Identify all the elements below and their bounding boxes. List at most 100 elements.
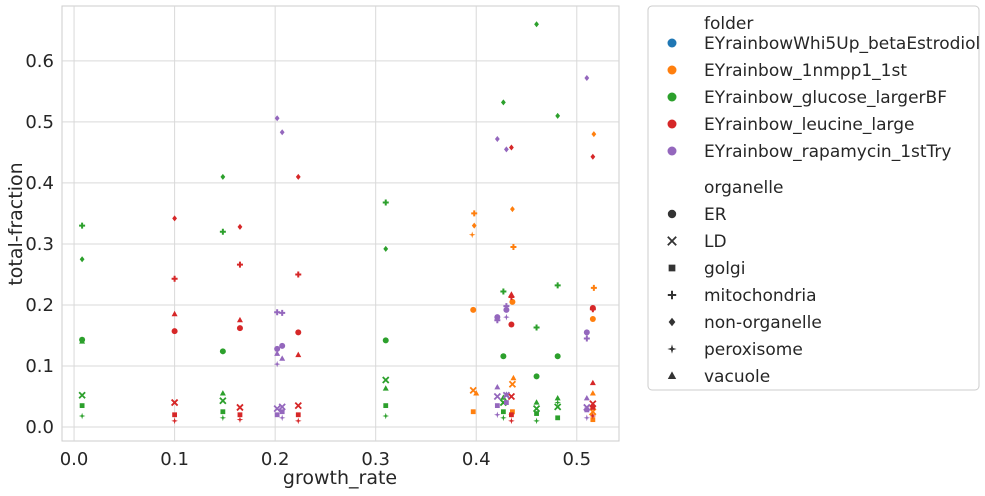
data-point-golgi — [510, 409, 515, 415]
data-point-vacuole — [589, 379, 596, 386]
data-point-peroxisome — [236, 416, 244, 423]
data-point-ER — [171, 328, 178, 335]
data-point-non-organelle — [591, 131, 597, 138]
data-point-peroxisome — [533, 417, 540, 425]
data-point-ER — [219, 348, 226, 355]
data-point-non-organelle — [500, 99, 506, 106]
data-point-vacuole — [494, 384, 501, 390]
y-tick-label: 0.0 — [25, 417, 54, 438]
y-tick-labels: 0.0 0.1 0.2 0.3 0.4 0.5 0.6 — [25, 51, 54, 438]
data-point-mitochondria — [79, 222, 86, 229]
legend-organelle-label: ER — [704, 205, 727, 225]
data-point-golgi — [237, 412, 243, 418]
data-point-mitochondria — [590, 284, 597, 291]
data-point-peroxisome — [278, 414, 286, 422]
data-point-vacuole — [583, 394, 590, 401]
data-point-ER — [509, 298, 516, 305]
data-point-vacuole — [274, 350, 281, 356]
x-tick-label: 0.3 — [361, 449, 390, 470]
data-point-mitochondria — [589, 306, 596, 313]
y-axis-label: total-fraction — [5, 162, 27, 285]
data-point-LD — [554, 403, 562, 411]
data-point-golgi — [383, 403, 389, 409]
legend: folder EYrainbowWhi5Up_betaEstrodiolEYra… — [647, 5, 980, 391]
data-point-ER — [533, 373, 540, 380]
legend-title-organelle: organelle — [704, 178, 783, 198]
legend-organelle-marker — [668, 317, 676, 327]
legend-organelle-marker — [667, 290, 677, 300]
data-point-non-organelle — [279, 129, 285, 136]
data-point-golgi — [494, 403, 500, 409]
legend-organelle-marker — [667, 371, 677, 379]
legend-frame — [647, 5, 980, 391]
data-point-ER — [382, 337, 389, 344]
data-point-mitochondria — [500, 288, 507, 295]
legend-title-folder: folder — [704, 14, 753, 34]
legend-organelle-marker — [667, 344, 677, 354]
legend-organelle-label: peroxisome — [704, 340, 803, 360]
data-point-ER — [589, 315, 596, 322]
data-point-non-organelle — [471, 222, 477, 229]
legend-folder-swatch — [667, 119, 677, 129]
x-tick-label: 0.4 — [462, 449, 491, 470]
data-point-peroxisome — [78, 412, 86, 420]
y-tick-label: 0.6 — [25, 51, 54, 72]
data-point-mitochondria — [471, 210, 478, 217]
data-point-non-organelle — [503, 146, 509, 153]
data-point-LD — [273, 405, 281, 413]
data-point-golgi — [584, 407, 590, 413]
legend-folder-swatch — [667, 146, 677, 156]
y-tick-label: 0.3 — [25, 234, 54, 255]
data-point-vacuole — [219, 390, 226, 396]
data-point-golgi — [590, 405, 596, 410]
data-point-ER — [583, 329, 590, 336]
data-point-vacuole — [503, 391, 510, 397]
y-tick-label: 0.2 — [25, 295, 54, 316]
data-point-non-organelle — [237, 223, 243, 230]
data-point-peroxisome — [468, 231, 476, 239]
y-tick-label: 0.5 — [25, 112, 54, 133]
x-tick-label: 0.0 — [60, 449, 89, 470]
legend-organelle-label: non-organelle — [704, 313, 822, 333]
data-point-ER — [295, 329, 302, 336]
data-point-non-organelle — [172, 215, 178, 222]
data-point-golgi — [172, 412, 178, 418]
data-point-vacuole — [279, 355, 286, 361]
data-point-non-organelle — [220, 173, 226, 180]
data-point-ER — [470, 306, 477, 313]
data-point-mitochondria — [382, 199, 389, 206]
data-point-vacuole — [554, 394, 561, 401]
data-point-ER — [503, 306, 510, 313]
data-point-LD — [382, 376, 390, 384]
legend-organelle-marker — [667, 209, 677, 219]
data-point-peroxisome — [589, 412, 597, 420]
data-point-peroxisome — [171, 417, 178, 425]
legend-organelle-label: LD — [704, 232, 727, 252]
data-point-vacuole — [171, 310, 178, 317]
x-tick-label: 0.2 — [261, 449, 290, 470]
data-point-golgi — [555, 415, 561, 421]
plot-area — [61, 5, 620, 442]
legend-organelle-marker — [668, 264, 676, 272]
data-point-ER — [274, 345, 281, 352]
data-point-vacuole — [510, 374, 517, 381]
data-point-non-organelle — [555, 112, 561, 119]
data-point-LD — [507, 392, 516, 401]
data-point-mitochondria — [554, 282, 561, 289]
data-point-vacuole — [473, 390, 480, 396]
legend-organelle-entries: ER LD golgi mitochondria non-organelle peroxi… — [667, 205, 822, 387]
legend-folder-swatch — [667, 65, 677, 75]
data-point-mitochondria — [510, 243, 517, 250]
data-point-mitochondria — [279, 309, 286, 316]
data-point-mitochondria — [236, 261, 243, 268]
data-point-LD — [294, 401, 302, 410]
data-point-non-organelle — [590, 153, 596, 160]
data-point-mitochondria — [583, 335, 590, 342]
data-point-vacuole — [236, 316, 243, 323]
legend-organelle-label: golgi — [704, 259, 745, 279]
data-point-golgi — [295, 412, 301, 418]
data-point-peroxisome — [382, 412, 390, 420]
data-point-peroxisome — [294, 417, 302, 425]
legend-organelle-label: vacuole — [704, 367, 770, 387]
